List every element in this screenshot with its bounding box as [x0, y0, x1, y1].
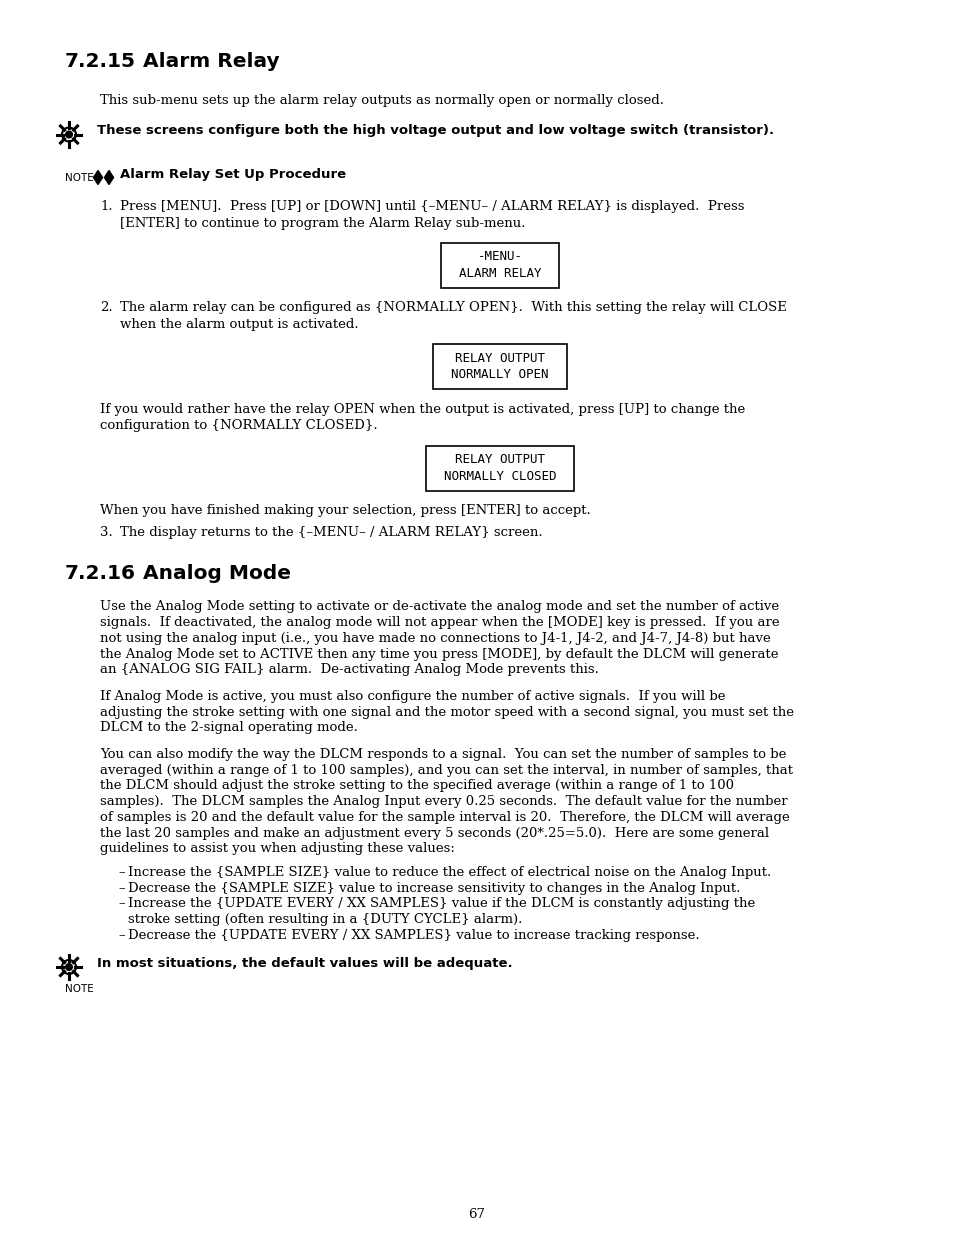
Text: the DLCM should adjust the stroke setting to the specified average (within a ran: the DLCM should adjust the stroke settin…: [100, 779, 733, 793]
Text: NOTE: NOTE: [65, 984, 93, 994]
Text: If you would rather have the relay OPEN when the output is activated, press [UP]: If you would rather have the relay OPEN …: [100, 403, 744, 416]
Text: when the alarm output is activated.: when the alarm output is activated.: [120, 317, 358, 331]
Polygon shape: [104, 170, 113, 184]
Text: the Analog Mode set to ACTIVE then any time you press [MODE], by default the DLC: the Analog Mode set to ACTIVE then any t…: [100, 647, 778, 661]
Text: Use the Analog Mode setting to activate or de-activate the analog mode and set t: Use the Analog Mode setting to activate …: [100, 600, 779, 614]
FancyBboxPatch shape: [433, 345, 566, 389]
Text: Increase the {UPDATE EVERY / XX SAMPLES} value if the DLCM is constantly adjusti: Increase the {UPDATE EVERY / XX SAMPLES}…: [128, 898, 755, 910]
Text: DLCM to the 2-signal operating mode.: DLCM to the 2-signal operating mode.: [100, 721, 357, 735]
Text: the last 20 samples and make an adjustment every 5 seconds (20*.25=5.0).  Here a: the last 20 samples and make an adjustme…: [100, 826, 768, 840]
Text: samples).  The DLCM samples the Analog Input every 0.25 seconds.  The default va: samples). The DLCM samples the Analog In…: [100, 795, 787, 808]
Text: guidelines to assist you when adjusting these values:: guidelines to assist you when adjusting …: [100, 842, 455, 856]
Text: 3.: 3.: [100, 526, 112, 540]
Text: 7.2.16: 7.2.16: [65, 564, 136, 583]
Text: not using the analog input (i.e., you have made no connections to J4-1, J4-2, an: not using the analog input (i.e., you ha…: [100, 632, 770, 645]
Text: –: –: [118, 929, 125, 942]
Text: You can also modify the way the DLCM responds to a signal.  You can set the numb: You can also modify the way the DLCM res…: [100, 748, 785, 761]
Text: RELAY OUTPUT: RELAY OUTPUT: [455, 352, 544, 364]
Text: averaged (within a range of 1 to 100 samples), and you can set the interval, in : averaged (within a range of 1 to 100 sam…: [100, 763, 792, 777]
Text: Analog Mode: Analog Mode: [143, 564, 291, 583]
Text: NOTE: NOTE: [65, 173, 93, 183]
Text: If Analog Mode is active, you must also configure the number of active signals. : If Analog Mode is active, you must also …: [100, 690, 724, 703]
Text: These screens configure both the high voltage output and low voltage switch (tra: These screens configure both the high vo…: [97, 124, 773, 137]
Text: When you have finished making your selection, press [ENTER] to accept.: When you have finished making your selec…: [100, 505, 590, 517]
Text: of samples is 20 and the default value for the sample interval is 20.  Therefore: of samples is 20 and the default value f…: [100, 811, 789, 824]
Text: In most situations, the default values will be adequate.: In most situations, the default values w…: [97, 956, 512, 969]
Text: –: –: [118, 898, 125, 910]
Text: [ENTER] to continue to program the Alarm Relay sub-menu.: [ENTER] to continue to program the Alarm…: [120, 216, 525, 230]
Text: Alarm Relay: Alarm Relay: [143, 52, 279, 70]
Text: 7.2.15: 7.2.15: [65, 52, 136, 70]
Polygon shape: [93, 170, 102, 184]
Circle shape: [66, 963, 72, 971]
Text: stroke setting (often resulting in a {DUTY CYCLE} alarm).: stroke setting (often resulting in a {DU…: [128, 913, 522, 926]
Text: NORMALLY CLOSED: NORMALLY CLOSED: [443, 469, 556, 483]
Text: ALARM RELAY: ALARM RELAY: [458, 267, 540, 280]
Text: The alarm relay can be configured as {NORMALLY OPEN}.  With this setting the rel: The alarm relay can be configured as {NO…: [120, 301, 786, 315]
Text: Decrease the {UPDATE EVERY / XX SAMPLES} value to increase tracking response.: Decrease the {UPDATE EVERY / XX SAMPLES}…: [128, 929, 699, 942]
Text: an {ANALOG SIG FAIL} alarm.  De-activating Analog Mode prevents this.: an {ANALOG SIG FAIL} alarm. De-activatin…: [100, 663, 598, 677]
Circle shape: [66, 131, 72, 138]
Text: This sub-menu sets up the alarm relay outputs as normally open or normally close: This sub-menu sets up the alarm relay ou…: [100, 94, 663, 107]
Text: Increase the {SAMPLE SIZE} value to reduce the effect of electrical noise on the: Increase the {SAMPLE SIZE} value to redu…: [128, 866, 770, 879]
Text: Alarm Relay Set Up Procedure: Alarm Relay Set Up Procedure: [120, 168, 346, 182]
Text: NORMALLY OPEN: NORMALLY OPEN: [451, 368, 548, 382]
FancyBboxPatch shape: [425, 446, 574, 490]
Text: –: –: [118, 882, 125, 894]
Text: adjusting the stroke setting with one signal and the motor speed with a second s: adjusting the stroke setting with one si…: [100, 705, 793, 719]
Text: signals.  If deactivated, the analog mode will not appear when the [MODE] key is: signals. If deactivated, the analog mode…: [100, 616, 779, 629]
Text: -MENU-: -MENU-: [477, 251, 522, 263]
Text: 1.: 1.: [100, 200, 112, 212]
Text: Decrease the {SAMPLE SIZE} value to increase sensitivity to changes in the Analo: Decrease the {SAMPLE SIZE} value to incr…: [128, 882, 740, 894]
Text: 67: 67: [468, 1208, 485, 1221]
Text: –: –: [118, 866, 125, 879]
FancyBboxPatch shape: [440, 242, 558, 288]
Text: Press [MENU].  Press [UP] or [DOWN] until {–MENU– / ALARM RELAY} is displayed.  : Press [MENU]. Press [UP] or [DOWN] until…: [120, 200, 743, 212]
Text: 2.: 2.: [100, 301, 112, 315]
Text: configuration to {NORMALLY CLOSED}.: configuration to {NORMALLY CLOSED}.: [100, 420, 377, 432]
Text: The display returns to the {–MENU– / ALARM RELAY} screen.: The display returns to the {–MENU– / ALA…: [120, 526, 542, 540]
Text: RELAY OUTPUT: RELAY OUTPUT: [455, 453, 544, 467]
